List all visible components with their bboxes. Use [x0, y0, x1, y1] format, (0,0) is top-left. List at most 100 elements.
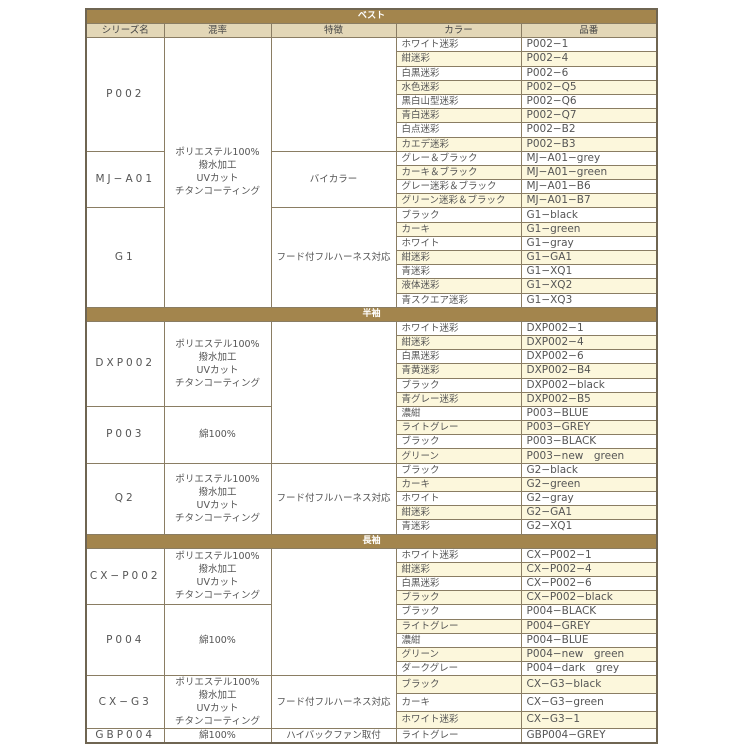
table-row: ブラック CX−P002−black [86, 590, 658, 606]
table-row: 水色迷彩 P002−Q5 [86, 79, 658, 95]
color-name: ホワイト迷彩 [395, 320, 522, 336]
product-code: P002−B2 [520, 122, 658, 138]
color-name: カエデ迷彩 [395, 136, 522, 152]
table-row: カーキ G2−green [86, 476, 658, 493]
product-code: P002−B3 [520, 136, 658, 152]
section-header-row: 長袖 [85, 533, 658, 549]
color-name: 紺迷彩 [395, 334, 522, 351]
series-name: CX−P002 [85, 547, 165, 606]
blend-ratio: 綿100% [163, 405, 272, 464]
blend-ratio: ポリエステル100% 撥水加工 UVカット チタンコーティング [163, 675, 272, 730]
blend-line: ポリエステル100% [175, 147, 260, 159]
feature [270, 37, 397, 152]
table-row: 青迷彩 G2−XQ1 [86, 519, 658, 535]
blend-line: ポリエステル100% [175, 677, 260, 689]
column-header-row: シリーズ名 混率 特徴 カラー 品番 [85, 22, 658, 39]
product-code: CX−P002−4 [520, 561, 658, 577]
color-name: 紺迷彩 [395, 249, 522, 266]
product-table: ベスト シリーズ名 混率 特徴 カラー 品番 P002 ポリエステル100% 撥水加工 UVカット… [85, 8, 659, 744]
table-row: P003 綿100% 濃紺 P003−BLUE [85, 405, 658, 464]
blend-ratio: ポリエステル100% 撥水加工 UVカット チタンコーティング [163, 320, 272, 407]
color-name: 青黄迷彩 [395, 363, 522, 379]
product-code: G1−XQ1 [520, 264, 658, 280]
color-name: ブラック [395, 377, 522, 393]
product-code: DXP002−B4 [520, 363, 658, 379]
blend-line: チタンコーティング [175, 716, 260, 728]
color-name: グリーン迷彩＆ブラック [395, 193, 522, 209]
color-name: 水色迷彩 [395, 79, 522, 95]
product-code: CX−P002−6 [520, 575, 658, 592]
color-name: ライトグレー [395, 728, 522, 744]
color-name: ブラック [395, 604, 522, 620]
feature: フード付フルハーネス対応 [270, 207, 397, 308]
color-name: 濃紺 [395, 405, 522, 422]
blend-line: UVカット [196, 577, 239, 589]
table-row: MJ−A01 バイカラー グレー＆ブラック MJ−A01−grey [85, 150, 658, 209]
color-name: カーキ [395, 221, 522, 237]
table-row: 青スクエア迷彩 G1−XQ3 [86, 292, 658, 308]
blend-line: 綿100% [199, 429, 236, 441]
color-name: 白黒迷彩 [395, 349, 522, 365]
series-name: P002 [85, 37, 165, 152]
product-code: P004−GREY [520, 618, 658, 634]
table-row: ホワイト G1−gray [86, 235, 658, 252]
section-title: ベスト [85, 8, 658, 24]
product-code: G1−XQ2 [520, 278, 658, 294]
color-name: 青グレー迷彩 [395, 391, 522, 407]
product-code: DXP002−4 [520, 334, 658, 351]
series-name: P003 [85, 405, 165, 464]
color-name: 白点迷彩 [395, 122, 522, 138]
product-code: G1−black [520, 207, 658, 223]
blend-line: チタンコーティング [175, 377, 260, 389]
color-name: グリーン [395, 448, 522, 464]
color-name: グレー迷彩＆ブラック [395, 179, 522, 195]
product-code: P004−BLUE [520, 632, 658, 648]
product-code: G2−XQ1 [520, 519, 658, 535]
table-row: ダークグレー P004−dark grey [86, 661, 658, 677]
section-header-row: 半袖 [85, 306, 658, 322]
product-code: MJ−A01−green [520, 164, 658, 181]
color-name: ブラック [395, 675, 522, 694]
color-name: 濃紺 [395, 632, 522, 648]
blend-line: チタンコーティング [175, 590, 260, 602]
table-row: GBP004 綿100% ハイバックファン取付 ライトグレー GBP004−GREY [85, 728, 658, 744]
color-name: ホワイト迷彩 [395, 37, 522, 53]
series-name: MJ−A01 [85, 150, 165, 209]
table-row: 紺迷彩 P002−4 [86, 51, 658, 67]
color-name: ダークグレー [395, 661, 522, 677]
table-row: CX−P002 ポリエステル100% 撥水加工 UVカット チタンコーティング ホワイト迷… [85, 547, 658, 677]
feature [270, 547, 397, 677]
color-name: カーキ [395, 692, 522, 712]
color-name: カーキ [395, 476, 522, 493]
section-header-row: ベスト [85, 8, 658, 24]
feature: ハイバックファン取付 [270, 728, 397, 744]
product-code: P003−GREY [520, 420, 658, 436]
color-name: 青スクエア迷彩 [395, 292, 522, 308]
blend-ratio: ポリエステル100% 撥水加工 UVカット チタンコーティング [163, 462, 272, 535]
blend-line: チタンコーティング [175, 512, 260, 524]
color-name: 紺迷彩 [395, 561, 522, 577]
product-table-body: ベスト シリーズ名 混率 特徴 カラー 品番 P002 ポリエステル100% 撥水加工 UVカット… [85, 8, 658, 744]
product-code: P002−Q7 [520, 108, 658, 124]
product-code: CX−G3−green [520, 692, 658, 712]
product-code: G1−gray [520, 235, 658, 252]
table-row: P004 綿100% ブラック P004−BLACK [85, 604, 658, 677]
table-row: カーキ＆ブラック MJ−A01−green [86, 164, 658, 181]
table-row: 白点迷彩 P002−B2 [86, 122, 658, 138]
color-name: 液体迷彩 [395, 278, 522, 294]
table-row: 白黒迷彩 P002−6 [86, 65, 658, 81]
table-row: DXP002 ポリエステル100% 撥水加工 UVカット チタンコーティング ホワイト迷彩… [85, 320, 658, 464]
product-code: MJ−A01−B6 [520, 179, 658, 195]
blend-line: 撥水加工 [198, 564, 237, 576]
color-name: ホワイト [395, 235, 522, 252]
product-code: DXP002−6 [520, 349, 658, 365]
color-name: 白黒迷彩 [395, 575, 522, 592]
blend-line: UVカット [196, 364, 239, 376]
product-code: CX−P002−black [520, 590, 658, 606]
blend-ratio: 綿100% [163, 728, 272, 744]
product-code: G2−black [520, 462, 658, 478]
blend-line: 撥水加工 [198, 160, 237, 172]
blend-line: チタンコーティング [175, 186, 260, 198]
product-code: P002−1 [520, 37, 658, 53]
table-row: 紺迷彩 G2−GA1 [86, 505, 658, 521]
